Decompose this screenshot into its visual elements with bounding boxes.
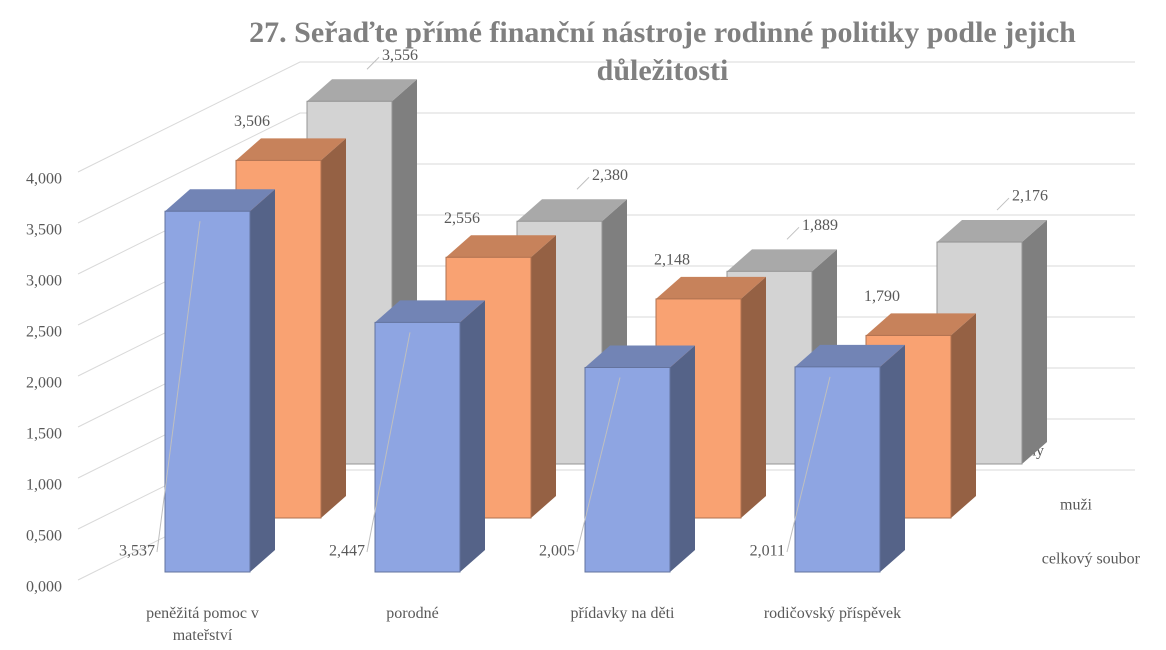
bar-side: [531, 235, 556, 518]
x-tick-label: přídavky na děti: [570, 605, 675, 622]
bar: [794, 366, 881, 573]
grid-line: [77, 112, 1135, 224]
bar-top: [307, 79, 417, 102]
bar-side: [670, 345, 695, 572]
bar-top: [517, 199, 627, 222]
bar-side: [321, 138, 346, 518]
data-label: 1,889: [802, 217, 838, 234]
data-label: 3,506: [234, 113, 270, 130]
y-tick-label: 3,500: [26, 222, 62, 239]
data-label: 2,556: [444, 210, 480, 227]
bar-top: [937, 220, 1047, 243]
bar: [584, 366, 671, 573]
legend-label: celkový soubor: [1042, 551, 1141, 568]
y-tick-label: 2,000: [26, 375, 62, 392]
legend-label: muži: [1060, 497, 1093, 514]
bar-side: [250, 189, 275, 572]
bar-side: [951, 313, 976, 518]
x-tick-label: peněžitá pomoc v mateřství: [146, 605, 259, 644]
y-tick-label: 3,000: [26, 273, 62, 290]
leader-line: [576, 377, 621, 553]
y-tick-label: 0,000: [26, 579, 62, 596]
bar-side: [741, 276, 766, 518]
data-label: 3,556: [382, 47, 418, 64]
chart-title: 27. Seřaďte přímé finanční nástroje rodi…: [249, 16, 1076, 87]
bar-top: [165, 189, 275, 212]
x-tick-label: porodné: [386, 605, 439, 622]
bar-side: [460, 300, 485, 572]
bar: [164, 210, 251, 573]
leader-line: [366, 332, 411, 553]
grid-line: [77, 61, 1135, 173]
y-tick-label: 0,500: [26, 528, 62, 545]
y-tick-label: 1,000: [26, 477, 62, 494]
bar-top: [585, 345, 695, 368]
bar-top: [446, 235, 556, 258]
data-label: 2,005: [539, 543, 575, 560]
leader-line: [786, 376, 831, 553]
data-label: 3,537: [119, 543, 155, 560]
data-label: 2,011: [750, 543, 785, 560]
bar-top: [375, 300, 485, 323]
bar-top: [656, 276, 766, 299]
data-label: 2,380: [592, 167, 628, 184]
bar-top: [795, 344, 905, 367]
y-tick-label: 4,000: [26, 171, 62, 188]
bar-top: [727, 249, 837, 272]
x-tick-label: rodičovský příspěvek: [763, 605, 902, 622]
leader-line: [576, 176, 590, 190]
data-label: 1,790: [864, 288, 900, 305]
y-tick-label: 1,500: [26, 426, 62, 443]
leader-line: [786, 226, 800, 240]
bar-top: [866, 313, 976, 336]
bar: [374, 321, 461, 573]
leader-line: [156, 221, 201, 553]
bar-side: [1022, 220, 1047, 464]
leader-line: [366, 56, 380, 70]
bar-side: [880, 344, 905, 572]
y-tick-label: 2,500: [26, 324, 62, 341]
data-label: 2,176: [1012, 188, 1048, 205]
data-label: 2,148: [654, 252, 690, 269]
data-label: 2,447: [329, 543, 365, 560]
bar-top: [236, 138, 346, 161]
leader-line: [996, 197, 1010, 211]
